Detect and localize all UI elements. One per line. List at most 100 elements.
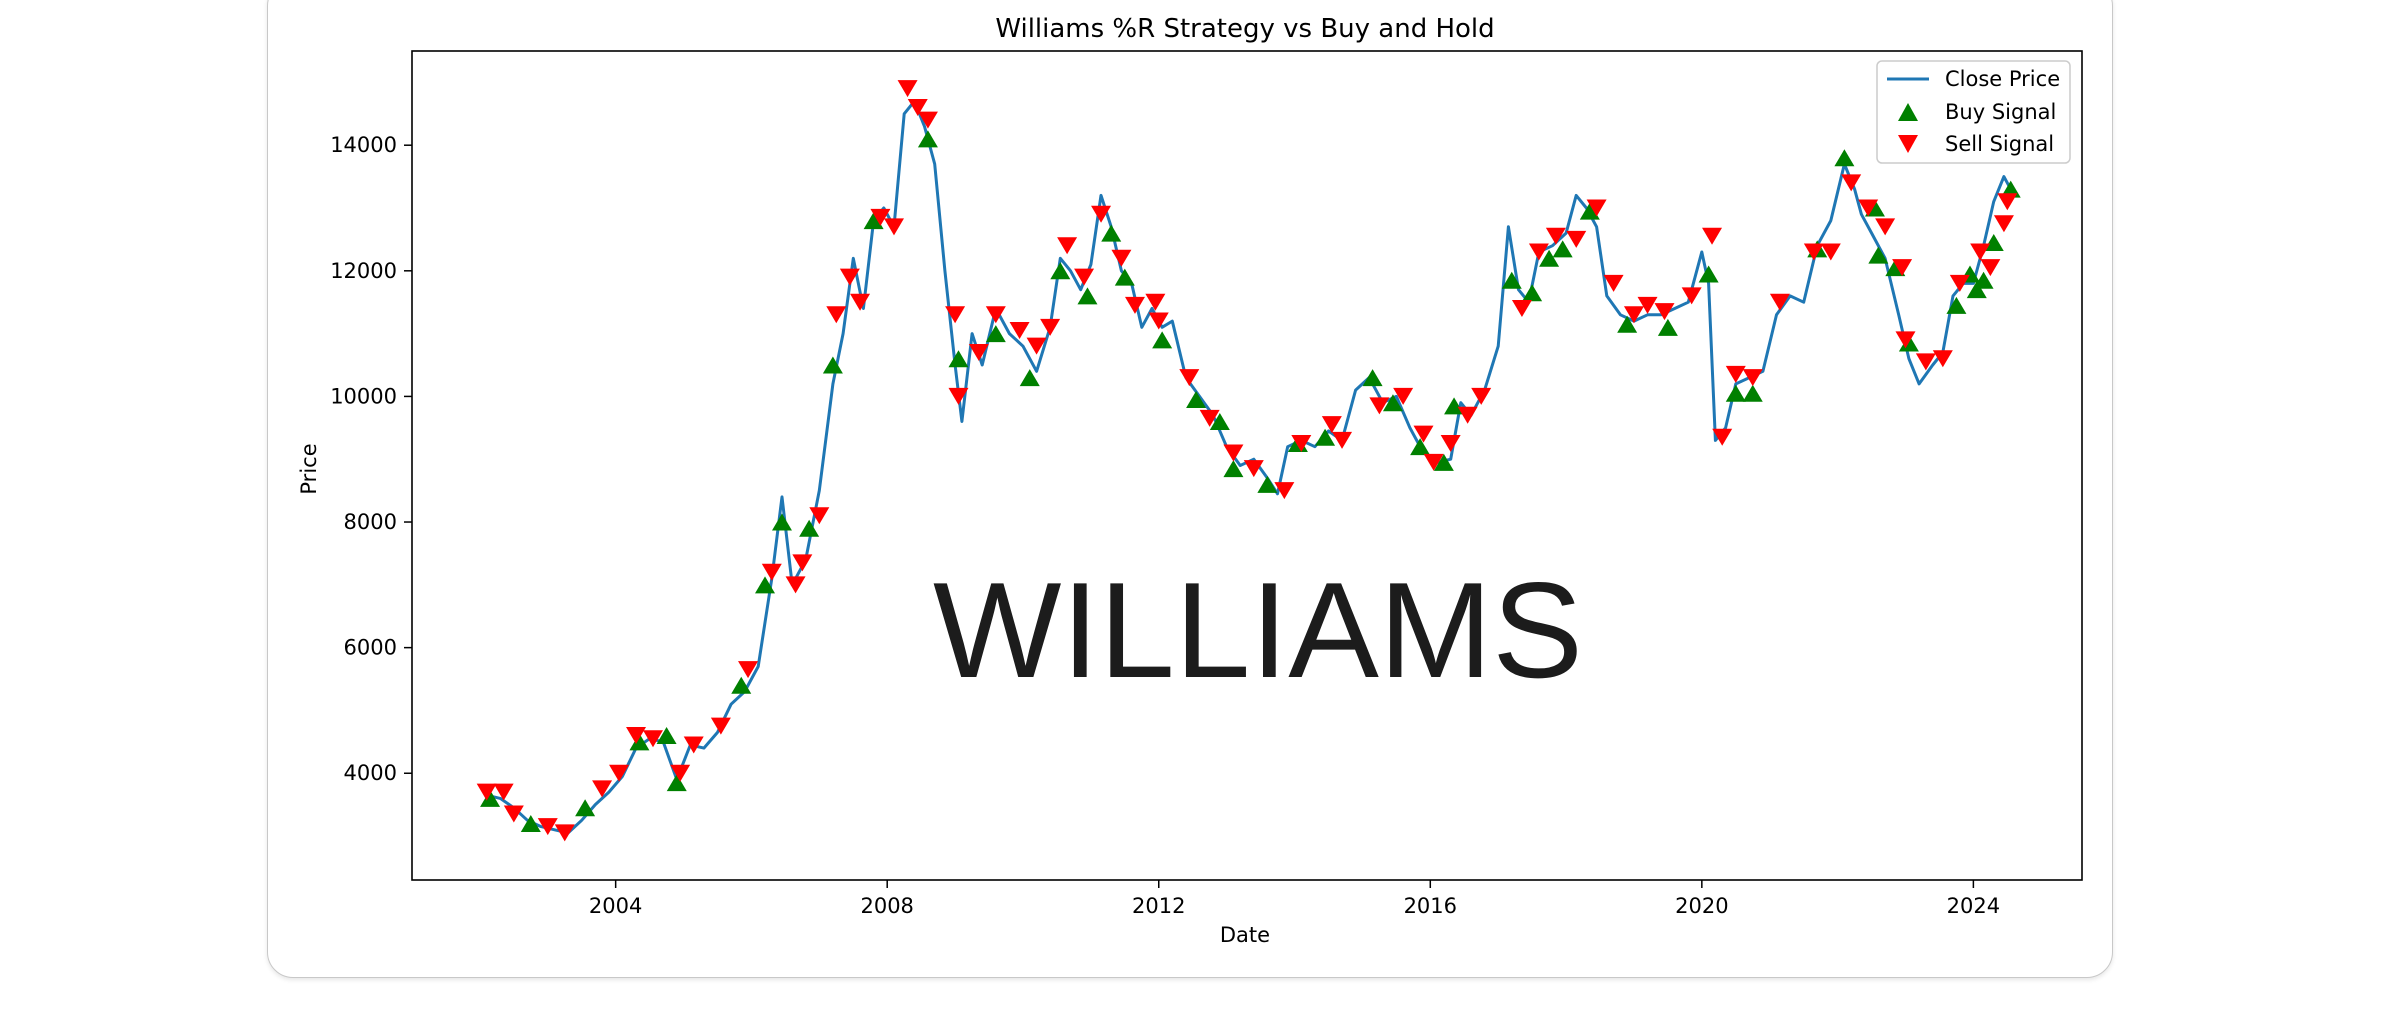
sell-signal-marker xyxy=(1980,259,2001,277)
buy-signal-marker xyxy=(1539,249,1560,267)
buy-signal-marker xyxy=(985,325,1006,343)
buy-signal-marker xyxy=(1019,369,1040,387)
sell-signal-marker xyxy=(1091,205,1112,223)
sell-signal-marker xyxy=(1997,193,2018,211)
sell-signal-marker xyxy=(1199,409,1220,427)
buy-signal-marker xyxy=(1657,318,1678,336)
sell-signal-marker xyxy=(476,783,497,801)
sell-signal-marker xyxy=(1074,268,1095,286)
legend: Close Price Buy Signal Sell Signal xyxy=(1876,60,2071,164)
buy-signal-marker xyxy=(1362,369,1383,387)
sell-signal-marker xyxy=(1545,227,1566,245)
sell-signal-marker xyxy=(1111,249,1132,267)
sell-signal-marker xyxy=(985,306,1006,324)
y-tick-label: 6000 xyxy=(344,636,397,660)
buy-signal-marker xyxy=(1433,453,1454,471)
sell-signal-marker xyxy=(670,764,691,782)
sell-signal-marker xyxy=(503,805,524,823)
sell-signal-marker xyxy=(883,218,904,236)
sell-signal-marker xyxy=(1528,243,1549,261)
sell-signal-marker xyxy=(870,208,891,226)
buy-signal-marker xyxy=(1522,284,1543,302)
buy-signal-marker xyxy=(1742,384,1763,402)
buy-signal-marker xyxy=(755,576,776,594)
buy-signal-marker xyxy=(1725,384,1746,402)
buy-signal-marker xyxy=(771,513,792,531)
sell-signal-marker xyxy=(626,727,647,745)
sell-signal-marker xyxy=(917,111,938,129)
sell-signal-marker xyxy=(948,387,969,405)
buy-signal-marker xyxy=(1973,271,1994,289)
buy-signal-marker xyxy=(1077,287,1098,305)
buy-signal-marker xyxy=(1186,391,1207,409)
sell-signal-marker xyxy=(826,306,847,324)
sell-signal-marker xyxy=(1511,299,1532,317)
buy-signal-marker xyxy=(629,733,650,751)
buy-signal-marker xyxy=(1966,281,1987,299)
buy-signal-marker xyxy=(1382,394,1403,412)
sell-signal-marker xyxy=(1586,199,1607,217)
buy-signal-marker xyxy=(822,356,843,374)
sell-signal-marker xyxy=(1932,350,1953,368)
x-tick-label: 2024 xyxy=(1947,894,2000,918)
sell-signal-marker xyxy=(907,99,928,117)
sell-signal-marker xyxy=(1566,230,1587,248)
axes: 2004 2008 2012 2016 2020 2024 4000 6000 8000 1000… xyxy=(330,133,2000,918)
sell-signal-marker xyxy=(1820,243,1841,261)
sell-signal-marker xyxy=(493,783,514,801)
buy-signal-marker xyxy=(1946,296,1967,314)
sell-signal-marker xyxy=(1413,425,1434,443)
sell-signal-marker xyxy=(1148,312,1169,330)
buy-signal-marker xyxy=(1898,334,1919,352)
legend-box xyxy=(1876,60,2071,164)
sell-signal-marker xyxy=(1742,369,1763,387)
plot-area xyxy=(411,50,2083,881)
sell-signal-marker xyxy=(1895,331,1916,349)
buy-signal-marker xyxy=(1152,331,1173,349)
sell-signal-marker xyxy=(1769,293,1790,311)
buy-signal-marker xyxy=(731,676,752,694)
sell-signal-marker xyxy=(1369,397,1390,415)
sell-signal-marker xyxy=(1603,274,1624,292)
watermark-text: WILLIAMS xyxy=(933,554,1583,706)
buy-signal-marker xyxy=(1698,265,1719,283)
sell-signal-marker xyxy=(710,717,731,735)
buy-signal-marker xyxy=(1050,262,1071,280)
sell-signal-marker xyxy=(792,554,813,572)
plot-frame xyxy=(411,50,2083,881)
sell-signal-marker xyxy=(897,80,918,98)
sell-signal-marker xyxy=(809,507,830,525)
buy-signal-marker xyxy=(520,814,541,832)
sell-signal-marker xyxy=(1949,274,1970,292)
buy-signal-marker xyxy=(1444,397,1465,415)
buy-signal-marker xyxy=(656,727,677,745)
buy-signal-marker xyxy=(1552,240,1573,258)
plot-content xyxy=(476,80,2021,842)
legend-label: Close Price xyxy=(1945,67,2060,91)
buy-signal-marker xyxy=(666,774,687,792)
buy-signal-marker xyxy=(1114,268,1135,286)
buy-signal-marker xyxy=(1579,202,1600,220)
sell-signal-marker xyxy=(1471,387,1492,405)
chart-card xyxy=(267,0,2113,978)
sell-signal-marker xyxy=(1915,353,1936,371)
sell-signal-marker xyxy=(642,730,663,748)
legend-swatch-sell-signal xyxy=(1898,135,1918,153)
sell-signal-marker xyxy=(1841,174,1862,192)
sell-signal-marker xyxy=(1124,296,1145,314)
buy-signal-marker xyxy=(1257,475,1278,493)
sell-signal-marker xyxy=(1393,387,1414,405)
x-axis-title: Date xyxy=(1220,923,1270,947)
sell-signal-marker xyxy=(1009,321,1030,339)
sell-signal-marker xyxy=(850,293,871,311)
sell-signal-marker xyxy=(1725,365,1746,383)
sell-signal-marker xyxy=(1423,453,1444,471)
buy-signal-marker xyxy=(575,799,596,817)
buy-signal-marker xyxy=(863,212,884,230)
buy-signal-marker xyxy=(917,130,938,148)
sell-signal-marker xyxy=(1623,306,1644,324)
sell-signal-marker xyxy=(761,563,782,581)
sell-signal-marker xyxy=(1321,416,1342,434)
sell-signal-marker xyxy=(968,343,989,361)
sell-signal-marker xyxy=(1332,431,1353,449)
